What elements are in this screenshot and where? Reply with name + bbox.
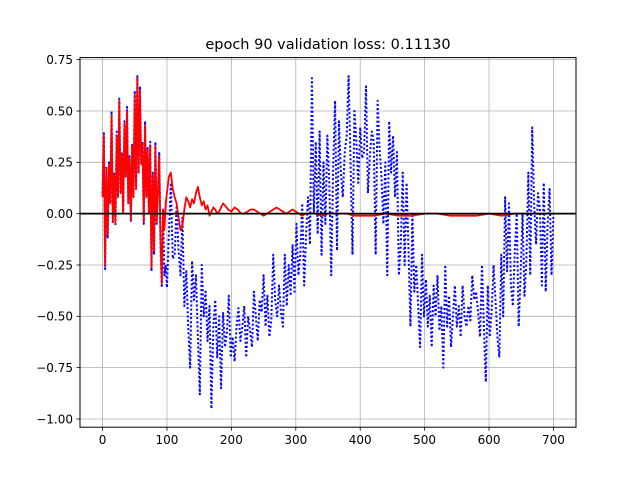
x-tick-label: 600	[478, 433, 501, 447]
x-tick-label: 500	[413, 433, 436, 447]
y-tick-label: −0.25	[36, 258, 73, 272]
x-tick-label: 0	[99, 433, 107, 447]
y-tick-label: 0.25	[46, 156, 73, 170]
y-tick-label: −0.75	[36, 361, 73, 375]
x-tick-label: 400	[349, 433, 372, 447]
plot-frame	[79, 57, 577, 428]
y-tick-label: 0.50	[46, 104, 73, 118]
y-tick-label: 0.00	[46, 207, 73, 221]
x-tick-label: 300	[284, 433, 307, 447]
chart-title: epoch 90 validation loss: 0.11130	[205, 37, 450, 53]
y-tick-label: −1.00	[36, 412, 73, 426]
axis-ticks: 0 100 200 300 400 500 600 700 −1.00 −0.75 −0.50 −0.…	[36, 53, 565, 447]
y-tick-label: −0.50	[36, 310, 73, 324]
y-tick-label: 0.75	[46, 53, 73, 67]
x-tick-label: 100	[156, 433, 179, 447]
series-line-1	[101, 75, 555, 410]
series-line-2	[101, 77, 554, 285]
x-tick-label: 700	[542, 433, 565, 447]
x-tick-label: 200	[220, 433, 243, 447]
series-group	[101, 75, 555, 410]
